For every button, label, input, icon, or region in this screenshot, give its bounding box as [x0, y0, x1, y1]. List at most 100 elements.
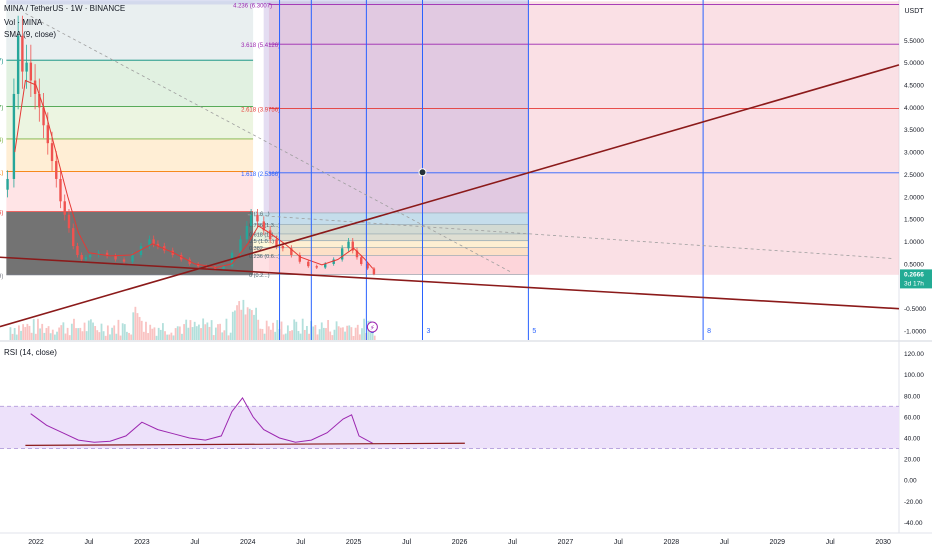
bar-countdown: 3d 17h [904, 280, 924, 287]
fib-level-label: 0.786 (5.0547) [0, 59, 3, 65]
time-vline-label: 5 [532, 328, 536, 335]
rsi-line [30, 396, 373, 444]
volume-bar [193, 321, 196, 340]
price-candle [315, 266, 318, 268]
volume-legend[interactable]: Vol · MINA [4, 18, 43, 27]
volume-bar [54, 334, 56, 340]
volume-bar [56, 331, 58, 340]
volume-bar [314, 325, 317, 340]
sma-legend[interactable]: SMA (9, close) [4, 30, 57, 39]
price-tick-label: 3.0000 [904, 150, 924, 157]
price-candle [351, 241, 354, 251]
price-candle [63, 201, 66, 215]
volume-bar [371, 325, 374, 340]
price-tick-label: 0.5000 [904, 261, 924, 268]
price-candle [196, 263, 200, 267]
fib2-zone [253, 212, 529, 225]
volume-bar [259, 328, 262, 340]
volume-bar [238, 301, 241, 340]
volume-bar [342, 327, 344, 340]
price-candle [105, 252, 109, 256]
sma-line [14, 79, 374, 269]
fib-extension-label: 3.618 (5.4126) [241, 43, 280, 49]
volume-bar [155, 335, 158, 340]
volume-bar [106, 325, 109, 340]
price-candle [80, 255, 83, 260]
volume-bar [244, 314, 247, 340]
volume-bar [263, 333, 266, 340]
rsi-support-line [25, 442, 465, 446]
volume-bar [352, 335, 355, 340]
price-candle [29, 62, 33, 81]
price-candle [355, 250, 359, 258]
fib-zone [6, 1, 254, 61]
time-tick-label: 2023 [134, 539, 150, 546]
volume-bar [265, 320, 268, 340]
symbol-title[interactable]: MINA / TetherUS · 1W · BINANCE [4, 4, 126, 13]
price-candle [245, 225, 249, 240]
volume-bar [87, 320, 90, 340]
volume-bar [325, 328, 327, 340]
price-candle [222, 266, 225, 270]
price-candle [55, 161, 58, 179]
volume-bar [227, 335, 230, 340]
volume-bar [26, 323, 29, 340]
fib2-level-label: 0.618 (1.1...) [249, 232, 280, 238]
price-candle [156, 243, 160, 247]
volume-bar [253, 314, 255, 340]
volume-bar [164, 331, 166, 340]
volume-bar [149, 324, 152, 340]
price-candle [307, 261, 310, 267]
volume-bar [198, 324, 200, 340]
price-candle [332, 259, 335, 264]
volume-bar [250, 310, 253, 340]
time-tick-label: 2030 [875, 539, 891, 546]
volume-bar [350, 327, 353, 340]
fib-time-zone [263, 1, 529, 242]
volume-bar [202, 318, 205, 340]
volume-bar [115, 333, 118, 340]
price-candle [67, 214, 71, 229]
volume-bar [162, 323, 164, 340]
rsi-pane [0, 396, 899, 449]
rsi-tick-label: 40.00 [904, 436, 921, 443]
last-price-value: 0.2666 [904, 271, 924, 278]
volume-bar [20, 330, 22, 340]
volume-bar [225, 318, 228, 340]
fib2-level-label: 1 (1.6...) [249, 211, 270, 217]
volume-bar [221, 332, 224, 340]
lightning-glyph-icon: ⚡ [370, 324, 375, 332]
volume-bar [128, 332, 130, 340]
price-series [6, 15, 376, 276]
price-tick-label: 4.5000 [904, 83, 924, 90]
fib-level-label: 0.5 (3.2944) [0, 138, 3, 144]
price-tick-label: 4.0000 [904, 105, 924, 112]
price-candle [21, 35, 24, 72]
volume-bar [210, 320, 213, 340]
volume-bar [200, 328, 202, 340]
volume-bar [94, 326, 97, 340]
volume-bar [280, 321, 283, 340]
fib-level-label: 0 (0.2569) [0, 274, 3, 280]
axes: USDT 5.5000 5.0000 4.5000 4.0000 3.5000 3.0000… [28, 8, 932, 546]
rsi-band [0, 406, 899, 449]
volume-bar [37, 318, 39, 340]
volume-bar [231, 311, 234, 340]
rsi-tick-label: 0.00 [904, 478, 917, 485]
fib-zone [6, 171, 254, 212]
drawing-lines[interactable]: 1358⚡ [0, 0, 900, 340]
volume-bar [34, 333, 37, 340]
fib2-zone [253, 247, 529, 256]
price-candle [268, 230, 272, 240]
volume-bar [41, 323, 44, 340]
rsi-legend[interactable]: RSI (14, close) [4, 348, 57, 357]
volume-bar [348, 325, 351, 340]
volume-bar [75, 328, 77, 340]
fib-retracement[interactable]: 0.786 (5.0547) 0.618 (4.0207) 0.5 (3.2944)… [0, 0, 900, 280]
time-vline-label: 3 [426, 328, 430, 335]
volume-bar [295, 321, 298, 340]
intersection-point [418, 168, 427, 177]
volume-bar [121, 323, 124, 340]
price-candle [281, 246, 285, 249]
